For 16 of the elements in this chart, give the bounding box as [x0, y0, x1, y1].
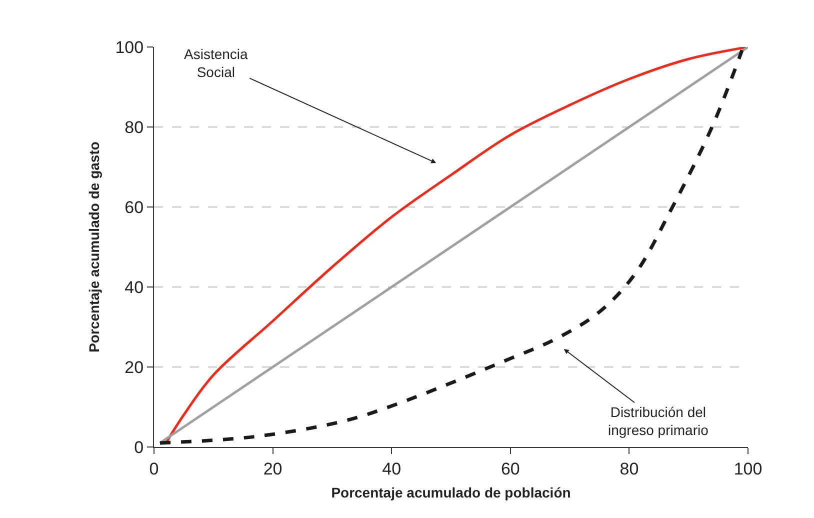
x-tick-label: 60 [500, 459, 520, 478]
y-tick-label: 60 [124, 198, 144, 217]
y-tick-label: 0 [134, 438, 144, 457]
x-tick-label: 40 [382, 459, 402, 478]
y-tick-label: 20 [124, 358, 144, 377]
x-tick-label: 0 [149, 459, 159, 478]
x-tick-label: 20 [263, 459, 282, 478]
x-tick-label: 80 [620, 459, 639, 478]
y-tick-label: 80 [124, 118, 144, 137]
annotation: Distribución del ingreso primario [608, 404, 709, 438]
y-tick-label: 100 [115, 38, 144, 57]
annotation: Asistencia Social [184, 46, 248, 80]
x-axis-title: Porcentaje acumulado de población [331, 484, 571, 501]
y-axis-title: Porcentaje acumulado de gasto [86, 142, 102, 352]
y-tick-label: 40 [124, 278, 144, 297]
x-tick-label: 100 [734, 459, 762, 478]
